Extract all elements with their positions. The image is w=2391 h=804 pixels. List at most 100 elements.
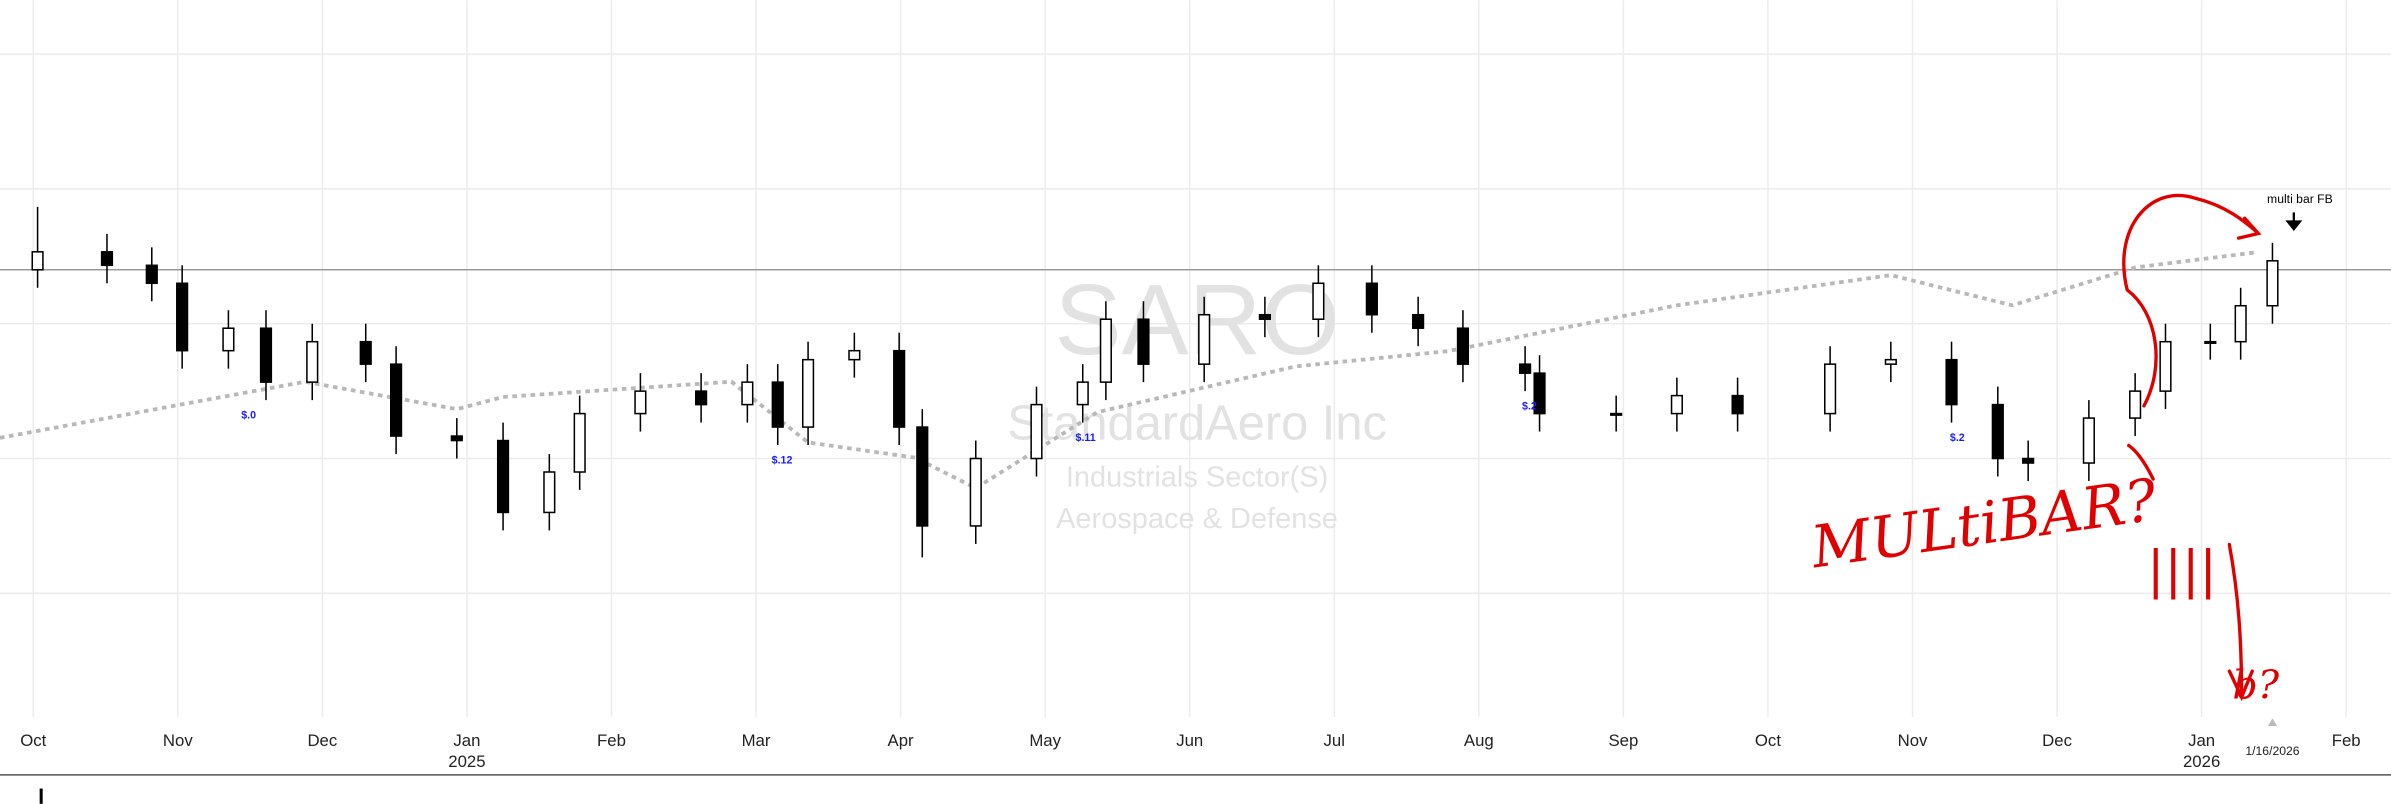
year-label: 2026 bbox=[2183, 752, 2220, 771]
candle-body bbox=[2204, 340, 2217, 344]
candle bbox=[2129, 373, 2142, 437]
candle-body bbox=[450, 435, 463, 442]
candle-body bbox=[893, 349, 906, 428]
x-tick-label: Oct bbox=[1755, 731, 1781, 750]
candle bbox=[634, 373, 647, 432]
candle bbox=[1198, 296, 1211, 383]
watermark: SARO StandardAero Inc Industrials Sector… bbox=[1007, 264, 1387, 535]
candle bbox=[2266, 242, 2279, 324]
candle bbox=[31, 206, 44, 288]
candle-body bbox=[1945, 358, 1958, 406]
date-marker bbox=[2267, 718, 2278, 727]
candle-body bbox=[1412, 313, 1425, 329]
x-tick-label: Apr bbox=[888, 731, 915, 750]
candle bbox=[100, 233, 114, 284]
candle bbox=[1456, 310, 1470, 383]
plot: $.0 $.12 $.11 $.2 $.2 bbox=[0, 206, 2391, 558]
candle-body bbox=[543, 471, 556, 514]
candle bbox=[450, 418, 463, 459]
x-tick-label: Oct bbox=[20, 731, 46, 750]
candle-body bbox=[1518, 363, 1532, 374]
candle bbox=[1518, 346, 1532, 392]
candle-body bbox=[2129, 390, 2142, 419]
candle bbox=[801, 341, 815, 446]
candle bbox=[2082, 400, 2095, 481]
candle bbox=[848, 332, 861, 378]
candle bbox=[741, 364, 754, 423]
candle bbox=[1824, 346, 1837, 432]
watermark-industry: Aerospace & Defense bbox=[1056, 503, 1338, 535]
candle-body bbox=[1731, 394, 1744, 415]
candle bbox=[176, 265, 189, 369]
candle bbox=[1533, 355, 1546, 432]
candle bbox=[969, 440, 982, 544]
hand-arrowhead bbox=[2236, 216, 2262, 240]
candle bbox=[1258, 296, 1271, 338]
candle-body bbox=[496, 439, 510, 514]
candle bbox=[1030, 386, 1043, 477]
candle bbox=[496, 422, 510, 531]
candle-body bbox=[145, 264, 158, 285]
candle bbox=[359, 323, 372, 383]
hand-arrow-line bbox=[2227, 542, 2244, 696]
candle-body bbox=[573, 412, 586, 473]
candle-body bbox=[1258, 313, 1271, 320]
candle bbox=[695, 373, 708, 423]
candle bbox=[1312, 265, 1325, 338]
x-tick-label: May bbox=[1029, 731, 1061, 750]
x-tick-label: Dec bbox=[307, 731, 337, 750]
candle bbox=[1365, 265, 1378, 333]
watermark-name: StandardAero Inc bbox=[1007, 396, 1387, 450]
candle-body bbox=[2022, 457, 2035, 464]
x-tick-label: Aug bbox=[1464, 731, 1494, 750]
candle-body bbox=[1991, 403, 2004, 460]
candle-body bbox=[359, 340, 372, 365]
candle bbox=[893, 332, 906, 446]
earnings-label: $.2 bbox=[1522, 400, 1537, 412]
annotation-arrow bbox=[2285, 212, 2303, 231]
candle bbox=[1610, 395, 1623, 432]
candle bbox=[1731, 377, 1744, 432]
earnings-label: $.0 bbox=[241, 409, 256, 421]
candle bbox=[771, 364, 784, 446]
hand-marks: |||| bbox=[2147, 540, 2217, 600]
x-tick-label: Mar bbox=[742, 731, 771, 750]
watermark-sector: Industrials Sector(S) bbox=[1066, 462, 1328, 494]
candle bbox=[1099, 301, 1112, 401]
candle-body bbox=[2082, 417, 2095, 464]
candle-body bbox=[695, 390, 708, 406]
date-label: 1/16/2026 bbox=[2245, 744, 2299, 758]
candle bbox=[1670, 377, 1683, 432]
candle-body bbox=[2234, 304, 2247, 343]
grid bbox=[0, 0, 2391, 717]
candle bbox=[2159, 323, 2172, 410]
hand-arrow-head bbox=[2227, 669, 2254, 702]
x-tick-label: Jan bbox=[453, 731, 480, 750]
candle bbox=[1945, 341, 1958, 423]
year-label: 2025 bbox=[448, 752, 485, 771]
candle bbox=[1137, 301, 1150, 383]
candle-body bbox=[222, 327, 235, 352]
candle-body bbox=[31, 251, 44, 271]
watermark-symbol: SARO bbox=[1054, 264, 1339, 376]
candle-body bbox=[1312, 282, 1325, 320]
candle-body bbox=[176, 282, 189, 352]
candle-body bbox=[969, 457, 982, 527]
candle bbox=[259, 310, 273, 401]
candle bbox=[1076, 364, 1089, 423]
candle bbox=[1412, 296, 1425, 347]
x-tick-label: Feb bbox=[597, 731, 626, 750]
candle-body bbox=[2159, 340, 2172, 392]
candle bbox=[389, 346, 403, 455]
candle bbox=[916, 409, 929, 558]
candle-body bbox=[801, 358, 815, 428]
candle-body bbox=[1456, 327, 1470, 365]
x-tick-label: Sep bbox=[1608, 731, 1638, 750]
candle bbox=[145, 247, 158, 302]
candle-body bbox=[741, 381, 754, 406]
earnings-label: $.11 bbox=[1076, 432, 1096, 444]
candle-body bbox=[916, 426, 929, 527]
x-tick-label: Jan bbox=[2188, 731, 2215, 750]
x-tick-label: Jul bbox=[1324, 731, 1345, 750]
hand-question: b? bbox=[2232, 663, 2279, 709]
